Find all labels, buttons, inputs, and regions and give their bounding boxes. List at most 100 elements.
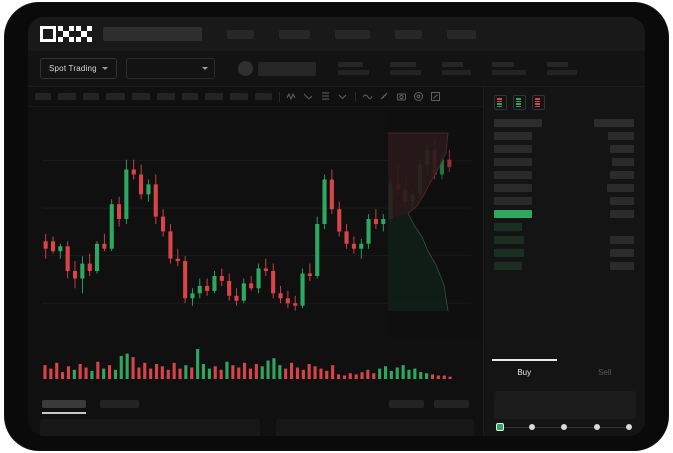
active-tab-underline (42, 412, 86, 414)
stat-1 (337, 62, 369, 75)
orderbook-rows[interactable] (484, 119, 645, 309)
bottom-panel-right[interactable] (276, 419, 474, 436)
orderbook-row-bid-8[interactable] (494, 223, 522, 231)
tab-sell-label: Sell (598, 367, 612, 377)
orderbook-row-ask-4[interactable] (494, 171, 532, 179)
stat-5-value (546, 70, 577, 75)
search-input[interactable] (103, 27, 202, 41)
stat-2-label (389, 62, 416, 67)
settings-icon[interactable] (413, 91, 424, 102)
bottom-tab-2[interactable] (100, 400, 139, 408)
spot-trading-dropdown[interactable]: Spot Trading (40, 58, 117, 79)
bottom-action-1[interactable] (389, 400, 424, 408)
orderbook-amount-5 (607, 184, 634, 192)
nav-item-3[interactable] (335, 29, 370, 39)
nav-item-5[interactable] (447, 29, 476, 39)
tab-buy[interactable]: Buy (484, 359, 565, 385)
spot-trading-label: Spot Trading (49, 64, 97, 73)
slider-dot-2[interactable] (528, 424, 535, 430)
fullscreen-icon[interactable] (430, 91, 441, 102)
orderbook-row-bid-11[interactable] (494, 262, 522, 270)
buy-sell-tabs: Buy Sell (484, 359, 645, 385)
toolbar-item-1[interactable] (35, 93, 51, 100)
orderbook-bids-icon[interactable] (513, 95, 526, 110)
orderbook-both-icon[interactable] (494, 95, 507, 110)
stat-3-label (441, 62, 463, 67)
orderbook-amount-6 (610, 197, 634, 205)
toolbar-item-6[interactable] (157, 93, 175, 100)
market-stats (337, 62, 577, 75)
toolbar-item-7[interactable] (182, 93, 198, 100)
orderbook-amount-11 (610, 262, 634, 270)
stat-2-value (389, 70, 421, 75)
toolbar-item-4[interactable] (106, 93, 125, 100)
nav-item-2[interactable] (279, 29, 310, 39)
orderbook-row-ask-3[interactable] (494, 158, 532, 166)
trend-line-icon[interactable] (303, 91, 314, 102)
toolbar-item-8[interactable] (205, 93, 223, 100)
stat-2 (389, 62, 421, 75)
orderbook-row-ask-5[interactable] (494, 184, 532, 192)
orderbook-row-bid-9[interactable] (494, 236, 524, 244)
header-nav (227, 29, 476, 39)
ruler-icon[interactable] (379, 91, 390, 102)
orderbook-row-mid-7[interactable] (494, 210, 532, 218)
bottom-tabs (28, 395, 483, 417)
wave-icon[interactable] (362, 91, 373, 102)
orderbook-row-ask-2[interactable] (494, 145, 532, 153)
orderbook-row-ask-1[interactable] (494, 132, 532, 140)
top-header (28, 17, 645, 51)
stat-4 (491, 62, 526, 75)
slider-dot-5[interactable] (626, 424, 632, 430)
volume-histogram (28, 339, 483, 391)
orderbook-amount-1 (608, 132, 634, 140)
bottom-action-2[interactable] (434, 400, 469, 408)
stat-3-value (441, 70, 471, 75)
pair-select[interactable] (125, 58, 215, 79)
tab-sell[interactable]: Sell (565, 359, 646, 385)
sub-header: Spot Trading (28, 51, 645, 87)
nav-item-1[interactable] (227, 29, 254, 39)
nav-item-4[interactable] (395, 29, 422, 39)
chevron-down-icon[interactable] (337, 91, 348, 102)
stat-1-label (337, 62, 363, 67)
pair-avatar (237, 61, 253, 76)
orderbook-amount-4 (610, 171, 634, 179)
toolbar-item-9[interactable] (230, 93, 248, 100)
stat-4-value (491, 70, 526, 75)
toolbar-divider (355, 91, 356, 102)
toolbar-item-2[interactable] (58, 93, 76, 100)
orderbook-row-header-0[interactable] (494, 119, 542, 127)
chart-toolbar (28, 87, 645, 107)
wave-line-icon[interactable] (286, 91, 297, 102)
chevron-down-icon (101, 67, 108, 70)
bottom-tab-1[interactable] (42, 400, 86, 408)
stat-1-value (337, 70, 369, 75)
amount-slider[interactable] (496, 422, 634, 432)
camera-icon[interactable] (396, 91, 407, 102)
app-screen: Spot Trading Buy Sell (28, 17, 645, 436)
orderbook-amount-7 (610, 210, 634, 218)
slider-dot-1[interactable] (496, 423, 504, 431)
orderbook-row-bid-10[interactable] (494, 249, 524, 257)
orderbook-panel: Buy Sell (483, 87, 645, 436)
order-field-2[interactable] (494, 403, 636, 419)
okx-logo[interactable] (40, 26, 92, 42)
toolbar-item-3[interactable] (83, 93, 99, 100)
orderbook-asks-icon[interactable] (532, 95, 545, 110)
orderbook-amount-10 (610, 249, 634, 257)
candlestick-chart[interactable] (28, 107, 483, 339)
orderbook-amount-0 (594, 119, 634, 127)
slider-dot-3[interactable] (561, 424, 567, 430)
toolbar-item-10[interactable] (255, 93, 272, 100)
orderbook-amount-3 (612, 158, 634, 166)
orderbook-amount-2 (610, 145, 634, 153)
orderbook-row-ask-6[interactable] (494, 197, 532, 205)
bottom-panel-left[interactable] (40, 419, 260, 436)
toolbar-divider (279, 91, 280, 102)
orderbook-mode-switcher (484, 87, 645, 110)
fibonacci-icon[interactable] (320, 91, 331, 102)
tab-buy-label: Buy (517, 367, 532, 377)
toolbar-item-5[interactable] (132, 93, 150, 100)
slider-dot-4[interactable] (593, 424, 600, 430)
